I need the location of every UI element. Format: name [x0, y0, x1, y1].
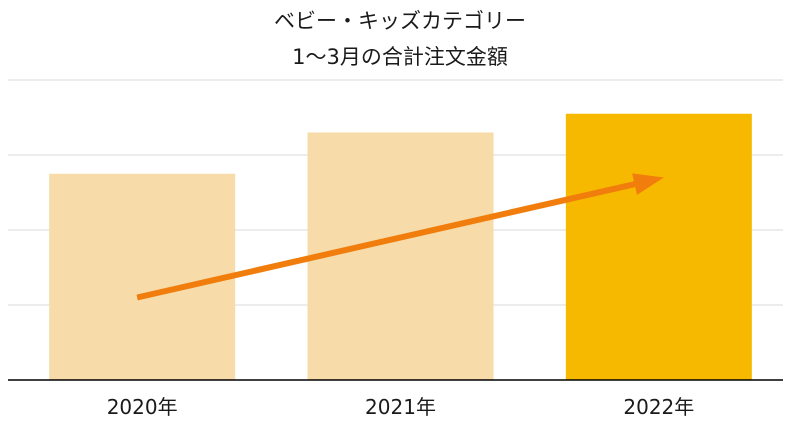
bar-3: [565, 113, 752, 380]
x-tick-label: 2020年: [107, 395, 178, 419]
trend-arrow-shaft: [136, 181, 636, 301]
x-tick-label: 2021年: [365, 395, 436, 419]
chart-title-line-2: 1〜3月の合計注文金額: [292, 45, 508, 69]
bars: [49, 113, 752, 380]
x-tick-labels: 2020年 2021年 2022年: [107, 395, 695, 419]
bar-1: [49, 173, 236, 380]
chart-title-line-1: ベビー・キッズカテゴリー: [274, 9, 526, 33]
x-tick-label: 2022年: [623, 395, 694, 419]
bar-2: [307, 132, 494, 380]
trend-arrow-head: [632, 173, 664, 195]
trend-annotation: [136, 173, 664, 301]
